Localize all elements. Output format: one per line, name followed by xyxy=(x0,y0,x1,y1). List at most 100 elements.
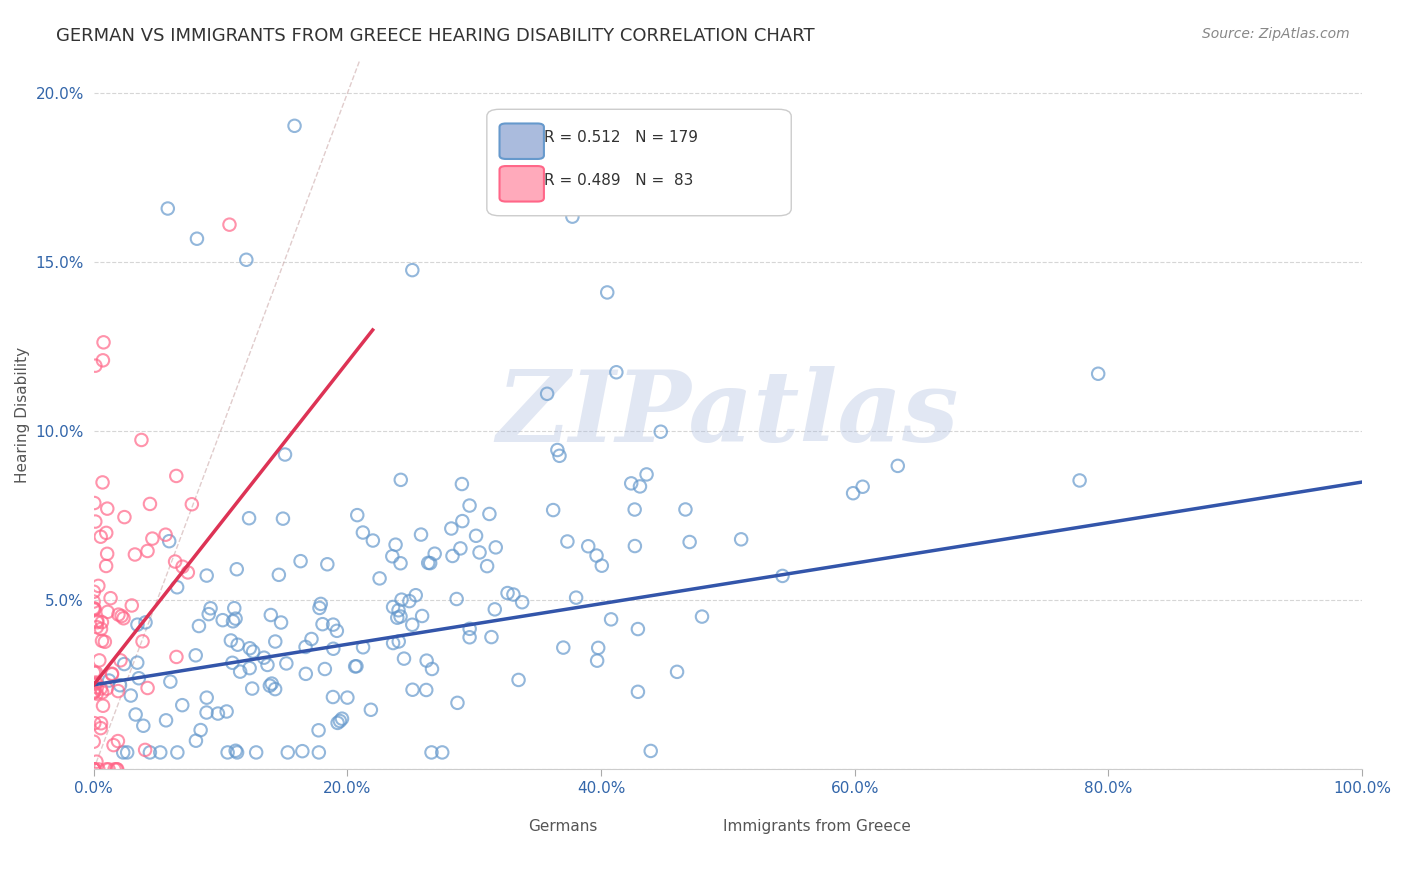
Point xyxy=(156,202,179,216)
Point xyxy=(256,657,278,672)
Point xyxy=(536,386,558,401)
Point xyxy=(112,746,135,760)
Point xyxy=(596,285,619,300)
Point xyxy=(420,662,443,676)
Point xyxy=(219,633,242,648)
Point xyxy=(98,673,121,688)
Point xyxy=(139,497,162,511)
Point xyxy=(184,733,207,747)
Point xyxy=(83,601,105,615)
Point xyxy=(165,555,187,569)
Point xyxy=(89,653,111,667)
Text: R = 0.489   N =  83: R = 0.489 N = 83 xyxy=(544,173,693,187)
Point xyxy=(361,533,384,548)
Point xyxy=(277,746,299,760)
Text: ZIPatlas: ZIPatlas xyxy=(496,367,959,463)
FancyBboxPatch shape xyxy=(468,800,531,829)
Point xyxy=(87,579,110,593)
Point xyxy=(200,601,222,615)
Point xyxy=(264,682,287,697)
Point xyxy=(308,601,330,615)
Point xyxy=(322,690,344,704)
Point xyxy=(475,559,498,574)
Point xyxy=(628,479,651,493)
Point xyxy=(83,496,105,510)
Point xyxy=(235,252,257,267)
Point xyxy=(134,743,156,757)
Point xyxy=(159,674,181,689)
Point xyxy=(96,501,118,516)
Point xyxy=(311,617,333,632)
Point xyxy=(103,738,125,752)
Point xyxy=(238,511,260,525)
Point xyxy=(401,617,423,632)
Point xyxy=(409,527,432,541)
Point xyxy=(195,568,218,582)
Point xyxy=(83,762,105,776)
Point xyxy=(1087,367,1109,381)
Point xyxy=(309,597,332,611)
Point xyxy=(322,617,344,632)
Point xyxy=(221,656,243,670)
Text: R = 0.512   N = 179: R = 0.512 N = 179 xyxy=(544,130,697,145)
Point xyxy=(887,458,910,473)
Point xyxy=(484,602,506,616)
Point xyxy=(110,609,132,624)
FancyBboxPatch shape xyxy=(499,166,544,202)
Point xyxy=(389,473,412,487)
Text: Germans: Germans xyxy=(529,819,598,834)
Point xyxy=(115,746,138,760)
Point xyxy=(458,622,481,636)
Point xyxy=(101,666,124,681)
Point xyxy=(419,556,441,570)
Point xyxy=(600,612,623,626)
Point xyxy=(627,622,650,636)
Point xyxy=(271,511,294,525)
Point xyxy=(91,353,114,368)
Point xyxy=(83,665,105,680)
Point xyxy=(172,698,194,713)
Point xyxy=(294,640,316,654)
Point xyxy=(264,634,287,648)
Point xyxy=(135,615,157,630)
Point xyxy=(86,615,108,630)
Point xyxy=(290,554,312,568)
Point xyxy=(553,640,575,655)
Point xyxy=(149,746,172,760)
Point xyxy=(458,630,481,644)
Point xyxy=(314,662,336,676)
Point xyxy=(83,762,105,776)
Point xyxy=(451,514,474,528)
Point xyxy=(624,539,647,553)
Point xyxy=(211,613,233,627)
Point xyxy=(114,510,136,524)
Point xyxy=(225,744,247,758)
Point xyxy=(124,548,146,562)
Point xyxy=(605,365,627,379)
Point xyxy=(91,685,114,699)
Point xyxy=(83,762,105,776)
Point xyxy=(83,584,105,599)
Point xyxy=(401,682,423,697)
Point xyxy=(83,685,105,699)
Point xyxy=(83,762,105,776)
Point xyxy=(392,651,415,665)
Point xyxy=(86,687,108,701)
Point xyxy=(86,620,108,634)
Point xyxy=(503,136,526,151)
Point xyxy=(423,547,446,561)
Point xyxy=(294,666,316,681)
Point xyxy=(411,609,433,624)
Point xyxy=(308,723,330,738)
Point xyxy=(316,558,339,572)
Point xyxy=(105,762,128,776)
Point xyxy=(852,480,875,494)
FancyBboxPatch shape xyxy=(499,123,544,159)
Point xyxy=(86,755,108,769)
Point xyxy=(94,559,117,574)
Point xyxy=(165,469,187,483)
Point xyxy=(388,634,411,648)
Point xyxy=(283,119,305,133)
Point xyxy=(84,676,107,690)
Point xyxy=(83,685,105,699)
